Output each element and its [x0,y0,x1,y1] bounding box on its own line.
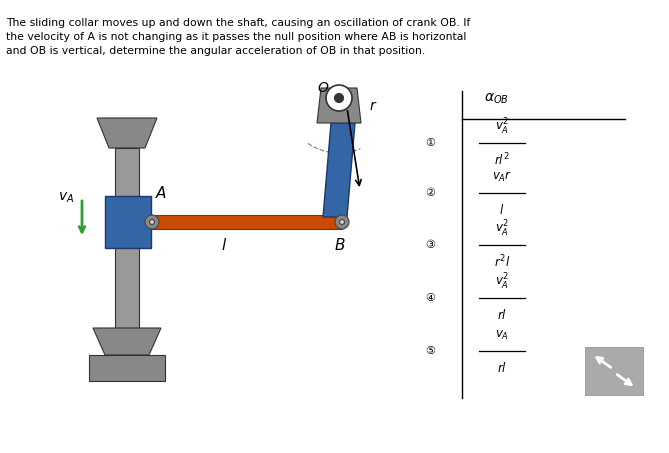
Text: ⑤: ⑤ [425,346,435,356]
Bar [585,347,643,395]
Polygon shape [323,123,355,217]
Polygon shape [97,118,157,148]
Text: $v_A^2$: $v_A^2$ [495,117,509,137]
Text: ④: ④ [425,293,435,303]
Text: The sliding collar moves up and down the shaft, causing an oscillation of crank : The sliding collar moves up and down the… [6,18,470,56]
Text: $O$: $O$ [317,81,329,95]
Text: $rl$: $rl$ [497,361,507,375]
Text: $rl^2$: $rl^2$ [494,152,510,169]
Text: $v_Ar$: $v_Ar$ [492,170,512,184]
Circle shape [149,220,155,225]
Text: $r^2l$: $r^2l$ [494,254,510,270]
Bar [115,148,139,328]
Text: $v_A^2$: $v_A^2$ [495,219,509,239]
Text: $B$: $B$ [334,237,345,253]
Bar [151,215,342,229]
Circle shape [334,93,343,102]
Circle shape [145,215,159,229]
Text: $\alpha_{OB}$: $\alpha_{OB}$ [484,92,509,106]
Circle shape [335,215,349,229]
Text: $l$: $l$ [221,237,227,253]
Bar [105,196,151,248]
Text: ③: ③ [425,240,435,250]
Polygon shape [317,88,361,123]
Circle shape [326,85,352,111]
Text: $v_A$: $v_A$ [58,191,74,205]
Text: $r$: $r$ [369,99,377,113]
Text: $A$: $A$ [155,185,167,201]
Circle shape [339,220,345,225]
Polygon shape [93,328,161,355]
Text: $rl$: $rl$ [497,308,507,322]
Text: ①: ① [425,138,435,148]
Text: ②: ② [425,188,435,198]
Text: $v_A$: $v_A$ [495,328,509,342]
Text: $l$: $l$ [499,203,504,217]
Text: $v_A^2$: $v_A^2$ [495,272,509,292]
Bar [89,355,165,381]
